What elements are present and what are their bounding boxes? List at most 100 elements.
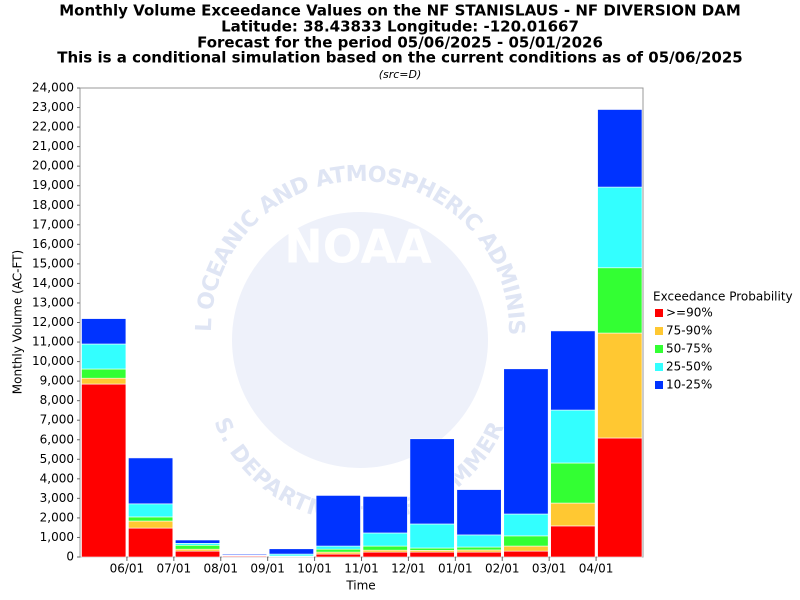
y-tick-label: 3,000: [40, 491, 74, 505]
y-axis-label: Monthly Volume (AC-FT): [11, 250, 25, 394]
source: (src=D): [379, 68, 422, 81]
y-tick-label: 18,000: [32, 198, 74, 212]
y-tick-label: 15,000: [32, 256, 74, 270]
bar-segment: [550, 409, 596, 464]
bar-segment: [128, 457, 174, 505]
bar-segment: [550, 330, 596, 411]
bar-segment: [409, 547, 455, 551]
y-tick-label: 7,000: [40, 413, 74, 427]
legend-title: Exceedance Probability: [653, 290, 793, 304]
x-tick-label: 07/01: [157, 562, 192, 576]
y-tick-label: 0: [66, 550, 74, 564]
y-tick-label: 23,000: [32, 100, 74, 114]
bar-segment: [503, 535, 549, 547]
bar-segment: [503, 550, 549, 558]
legend-swatch: [655, 345, 663, 353]
bar-segment: [268, 548, 314, 555]
y-tick-label: 2,000: [40, 510, 74, 524]
chart-title: Monthly Volume Exceedance Values on the …: [59, 2, 741, 20]
subtitle: This is a conditional simulation based o…: [57, 49, 743, 67]
x-tick-label: 12/01: [391, 562, 426, 576]
bar-segment: [128, 520, 174, 529]
y-tick-label: 8,000: [40, 393, 74, 407]
bar-segment: [81, 343, 127, 370]
watermark-disc: [232, 212, 488, 468]
bar-segment: [550, 462, 596, 504]
subtitle: Latitude: 38.43833 Longitude: -120.01667: [221, 18, 579, 36]
y-tick-label: 19,000: [32, 178, 74, 192]
y-tick-label: 24,000: [32, 81, 74, 95]
bar-segment: [362, 532, 408, 547]
legend-label: 50-75%: [666, 342, 712, 356]
x-axis-label: Time: [345, 579, 375, 593]
bar-segment: [409, 551, 455, 558]
bar-segment: [503, 545, 549, 552]
y-tick-label: 10,000: [32, 354, 74, 368]
x-tick-label: 09/01: [250, 562, 285, 576]
bar-segment: [81, 318, 127, 345]
bar-segment: [81, 368, 127, 379]
bar-segment: [221, 553, 267, 556]
bar-segment: [175, 544, 221, 550]
bar-segment: [362, 496, 408, 534]
bar-segment: [550, 502, 596, 527]
bar-segment: [597, 186, 643, 269]
legend-label: 25-50%: [666, 360, 712, 374]
bar-segment: [315, 495, 361, 547]
bar-segment: [597, 267, 643, 334]
bar-segment: [503, 513, 549, 537]
bar-segment: [128, 527, 174, 558]
bar-segment: [503, 368, 549, 515]
y-tick-label: 16,000: [32, 237, 74, 251]
bar-segment: [409, 523, 455, 549]
y-tick-label: 20,000: [32, 159, 74, 173]
y-tick-label: 6,000: [40, 432, 74, 446]
bar-segment: [175, 539, 221, 544]
bar-segment: [550, 525, 596, 558]
x-tick-label: 11/01: [344, 562, 379, 576]
watermark-logo: NOAA: [284, 220, 432, 274]
bar-segment: [315, 545, 361, 550]
bar-segment: [409, 438, 455, 525]
legend-label: 75-90%: [666, 324, 712, 338]
bar-segment: [128, 503, 174, 518]
legend-swatch: [655, 363, 663, 371]
bar-segment: [362, 551, 408, 558]
bar-segment: [362, 545, 408, 551]
bar-segment: [597, 437, 643, 558]
y-tick-label: 4,000: [40, 471, 74, 485]
bar-segment: [175, 550, 221, 558]
bar-segment: [81, 383, 127, 558]
y-tick-label: 22,000: [32, 120, 74, 134]
x-tick-label: 08/01: [203, 562, 238, 576]
legend-swatch: [655, 309, 663, 317]
y-tick-label: 17,000: [32, 217, 74, 231]
bar-segment: [128, 516, 174, 522]
y-tick-label: 9,000: [40, 374, 74, 388]
bar-segment: [315, 553, 361, 558]
y-tick-label: 5,000: [40, 452, 74, 466]
bar-segment: [597, 109, 643, 188]
y-tick-label: 14,000: [32, 276, 74, 290]
x-tick-label: 01/01: [438, 562, 473, 576]
y-tick-label: 12,000: [32, 315, 74, 329]
x-tick-label: 04/01: [579, 562, 614, 576]
y-tick-label: 21,000: [32, 139, 74, 153]
bar-segment: [81, 377, 127, 385]
y-tick-label: 13,000: [32, 295, 74, 309]
bar-segment: [456, 489, 502, 536]
legend-swatch: [655, 381, 663, 389]
subtitle: Forecast for the period 05/06/2025 - 05/…: [197, 34, 603, 52]
x-tick-label: 03/01: [532, 562, 567, 576]
x-tick-label: 10/01: [297, 562, 332, 576]
legend-swatch: [655, 327, 663, 335]
bar-segment: [597, 332, 643, 439]
x-tick-label: 02/01: [485, 562, 520, 576]
bar-segment: [315, 548, 361, 553]
legend-label: >=90%: [666, 306, 713, 320]
bar-segment: [456, 551, 502, 558]
y-tick-label: 1,000: [40, 530, 74, 544]
x-tick-label: 06/01: [110, 562, 145, 576]
bar-segment: [456, 546, 502, 551]
